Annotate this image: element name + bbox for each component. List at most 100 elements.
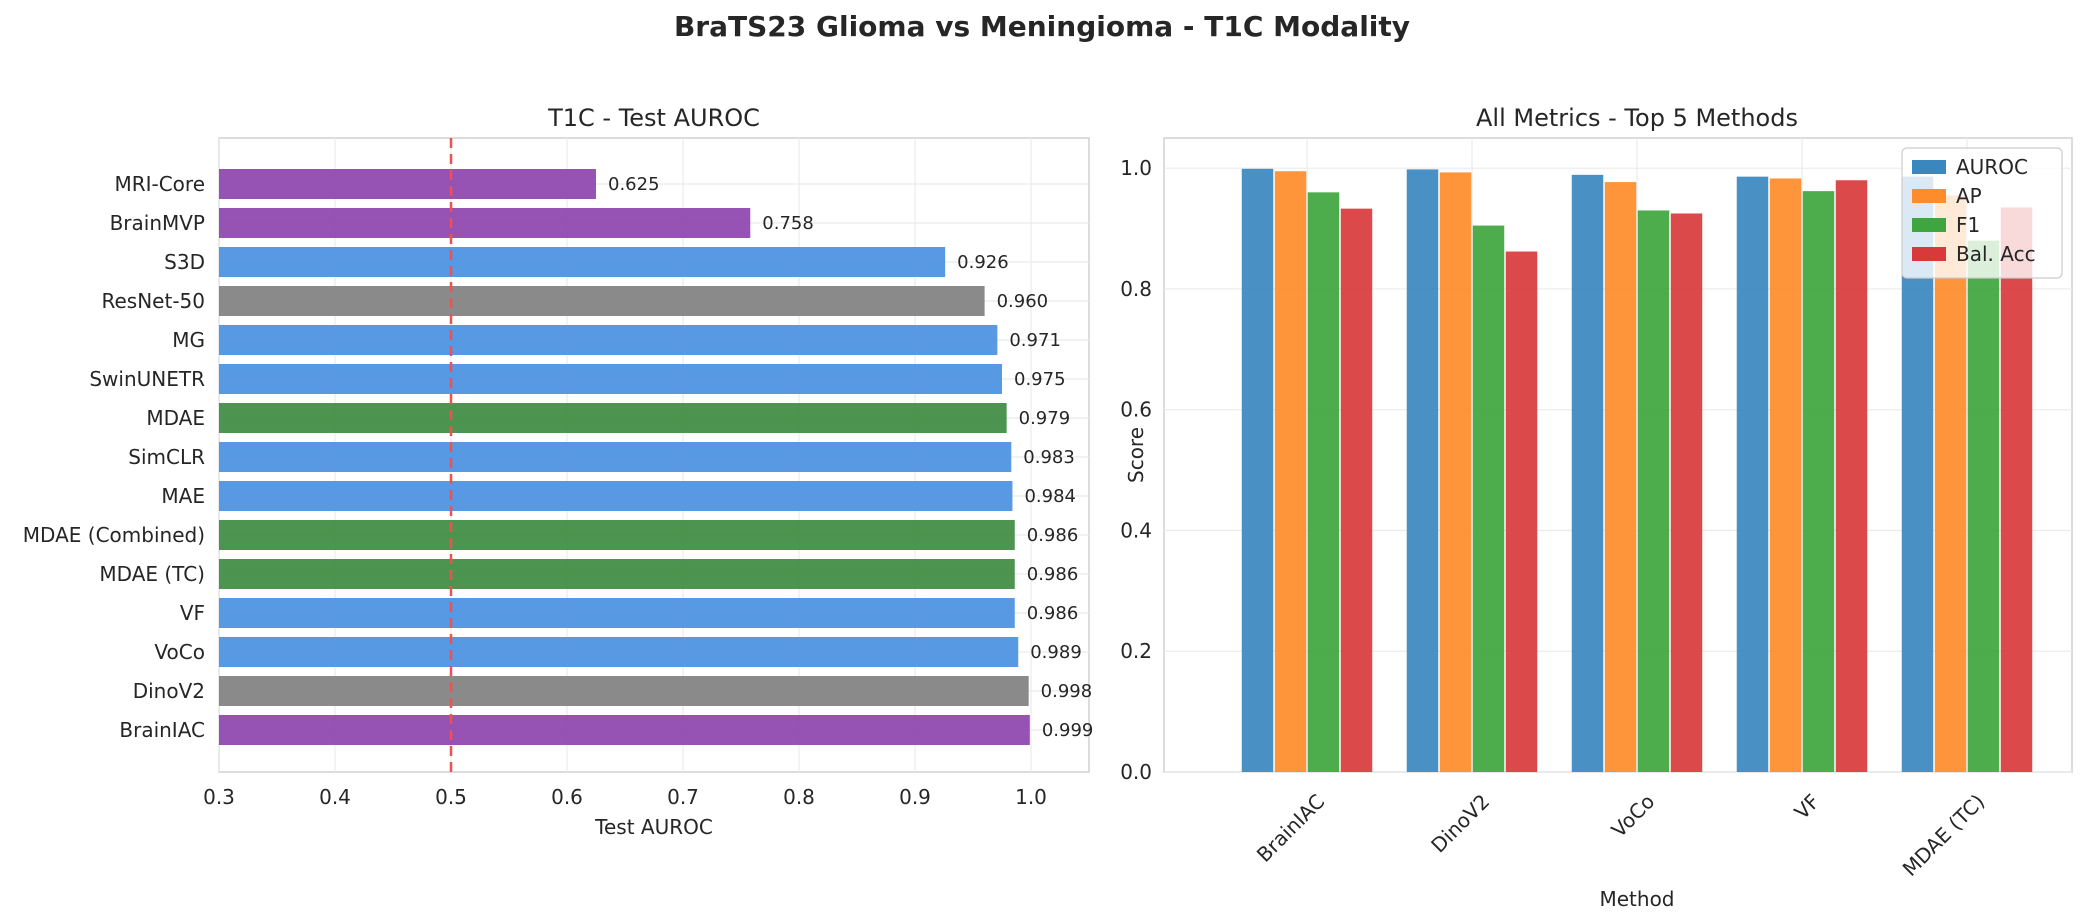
chart1-x-tick-label: 1.0 bbox=[1015, 785, 1047, 809]
chart2-bar bbox=[1439, 172, 1472, 773]
chart2-bar bbox=[1406, 169, 1439, 773]
chart2-bar bbox=[1736, 176, 1769, 773]
chart2-bar bbox=[1835, 180, 1868, 772]
chart1-bar bbox=[219, 286, 985, 316]
chart1-y-tick-label: MDAE (Combined) bbox=[23, 523, 205, 547]
chart1-bar bbox=[219, 169, 596, 199]
chart1-y-tick-label: SimCLR bbox=[128, 445, 205, 469]
chart1-bar bbox=[219, 637, 1019, 667]
chart1-value-label: 0.984 bbox=[1024, 486, 1076, 507]
chart1-bar bbox=[219, 520, 1015, 550]
chart2-legend-label: AUROC bbox=[1956, 155, 2028, 179]
chart2-bar bbox=[1571, 174, 1604, 772]
chart1-bar bbox=[219, 598, 1015, 628]
chart1-y-tick-label: MRI-Core bbox=[114, 172, 205, 196]
chart1-y-tick-label: VF bbox=[180, 601, 205, 625]
chart1-y-tick-label: ResNet-50 bbox=[102, 289, 206, 313]
chart1-bars: 0.625 0.758 0.926 0.960 0.971 0.975 0.979 0.983… bbox=[219, 169, 1093, 745]
chart2-legend-swatch bbox=[1912, 160, 1946, 174]
chart2-x-tick-label: DinoV2 bbox=[1426, 789, 1494, 857]
chart2-title: All Metrics - Top 5 Methods bbox=[1476, 104, 1798, 132]
chart2-bar bbox=[1802, 191, 1835, 772]
metrics-bar-chart: All Metrics - Top 5 Methods 0.0 0.2 0.4 0.6… bbox=[1120, 104, 2073, 911]
chart1-x-tick-label: 0.5 bbox=[435, 785, 467, 809]
chart1-bar bbox=[219, 364, 1002, 394]
chart2-y-ticks: 0.0 0.2 0.4 0.6 0.8 1.0 bbox=[1120, 156, 1152, 784]
chart1-value-label: 0.625 bbox=[608, 174, 660, 195]
chart1-value-label: 0.998 bbox=[1041, 681, 1093, 702]
chart2-bar bbox=[2000, 207, 2033, 772]
chart1-x-tick-label: 0.8 bbox=[783, 785, 815, 809]
chart1-value-label: 0.986 bbox=[1027, 564, 1079, 585]
chart2-bar bbox=[1934, 195, 1967, 772]
chart1-y-tick-label: MAE bbox=[161, 484, 205, 508]
chart1-y-tick-label: MDAE (TC) bbox=[99, 562, 205, 586]
chart1-value-label: 0.926 bbox=[957, 252, 1009, 273]
chart2-bar bbox=[1241, 168, 1274, 772]
chart2-legend-swatch bbox=[1912, 218, 1946, 232]
chart1-x-tick-label: 0.3 bbox=[203, 785, 235, 809]
chart2-x-tick-label: BrainIAC bbox=[1252, 789, 1330, 867]
chart1-value-label: 0.986 bbox=[1027, 603, 1079, 624]
chart2-x-tick-label: VoCo bbox=[1607, 789, 1660, 842]
chart1-x-tick-label: 0.4 bbox=[319, 785, 351, 809]
chart1-value-label: 0.986 bbox=[1027, 525, 1079, 546]
chart1-y-tick-label: BrainIAC bbox=[119, 718, 205, 742]
figure-title: BraTS23 Glioma vs Meningioma - T1C Modal… bbox=[674, 10, 1410, 43]
chart2-legend-label: AP bbox=[1956, 184, 1982, 208]
chart2-y-tick-label: 0.4 bbox=[1120, 518, 1152, 542]
chart1-value-label: 0.975 bbox=[1014, 369, 1066, 390]
chart1-x-tick-label: 0.6 bbox=[551, 785, 583, 809]
chart2-x-tick-label: MDAE (TC) bbox=[1898, 789, 1990, 881]
chart2-y-tick-label: 0.6 bbox=[1120, 398, 1152, 422]
auroc-bar-chart: T1C - Test AUROC 0.625 0.758 0.926 0.960 0.9… bbox=[23, 104, 1094, 839]
chart2-bar bbox=[1472, 225, 1505, 773]
chart1-bar bbox=[219, 208, 751, 238]
chart1-x-label: Test AUROC bbox=[594, 815, 713, 839]
chart1-value-label: 0.983 bbox=[1023, 447, 1075, 468]
chart1-value-label: 0.979 bbox=[1019, 408, 1071, 429]
chart2-y-tick-label: 1.0 bbox=[1120, 156, 1152, 180]
chart1-bar bbox=[219, 481, 1013, 511]
chart2-x-label: Method bbox=[1599, 887, 1674, 911]
chart2-legend-label: F1 bbox=[1956, 213, 1980, 237]
chart1-y-ticks: MRI-Core BrainMVP S3D ResNet-50 MG SwinUNETR M… bbox=[23, 172, 205, 742]
chart2-y-tick-label: 0.2 bbox=[1120, 639, 1152, 663]
chart1-bar bbox=[219, 676, 1029, 706]
chart2-bar bbox=[1637, 210, 1670, 772]
chart2-legend-swatch bbox=[1912, 247, 1946, 261]
chart2-bar bbox=[1670, 213, 1703, 772]
chart1-y-tick-label: BrainMVP bbox=[110, 211, 205, 235]
chart2-legend-swatch bbox=[1912, 189, 1946, 203]
chart2-bar bbox=[1274, 171, 1307, 772]
chart1-bar bbox=[219, 325, 998, 355]
chart2-bar bbox=[1340, 208, 1373, 772]
chart1-y-tick-label: DinoV2 bbox=[133, 679, 205, 703]
chart2-y-label: Score bbox=[1124, 427, 1148, 483]
chart2-x-ticks: BrainIAC DinoV2 VoCo VF MDAE (TC) bbox=[1252, 789, 1990, 881]
chart1-bar bbox=[219, 559, 1015, 589]
chart1-value-label: 0.971 bbox=[1009, 330, 1061, 351]
chart1-value-label: 0.758 bbox=[762, 213, 814, 234]
chart1-value-label: 0.999 bbox=[1042, 720, 1094, 741]
chart2-bar bbox=[1604, 182, 1637, 772]
chart1-bar bbox=[219, 403, 1007, 433]
chart2-legend-label: Bal. Acc bbox=[1956, 242, 2036, 266]
chart2-bar bbox=[1505, 251, 1538, 773]
chart1-bar bbox=[219, 247, 946, 277]
chart1-x-tick-label: 0.9 bbox=[899, 785, 931, 809]
chart1-y-tick-label: VoCo bbox=[154, 640, 205, 664]
chart2-bar bbox=[1307, 192, 1340, 773]
chart1-bar bbox=[219, 715, 1030, 745]
chart2-bar bbox=[1769, 178, 1802, 773]
chart2-y-tick-label: 0.8 bbox=[1120, 277, 1152, 301]
chart1-x-tick-label: 0.7 bbox=[667, 785, 699, 809]
chart1-y-tick-label: S3D bbox=[164, 250, 205, 274]
chart2-bars bbox=[1241, 168, 2033, 773]
chart1-title: T1C - Test AUROC bbox=[547, 104, 760, 132]
chart2-legend: AUROC AP F1 Bal. Acc bbox=[1901, 147, 2063, 279]
chart1-y-tick-label: MDAE bbox=[146, 406, 205, 430]
chart1-y-tick-label: SwinUNETR bbox=[89, 367, 205, 391]
chart1-value-label: 0.989 bbox=[1030, 642, 1082, 663]
